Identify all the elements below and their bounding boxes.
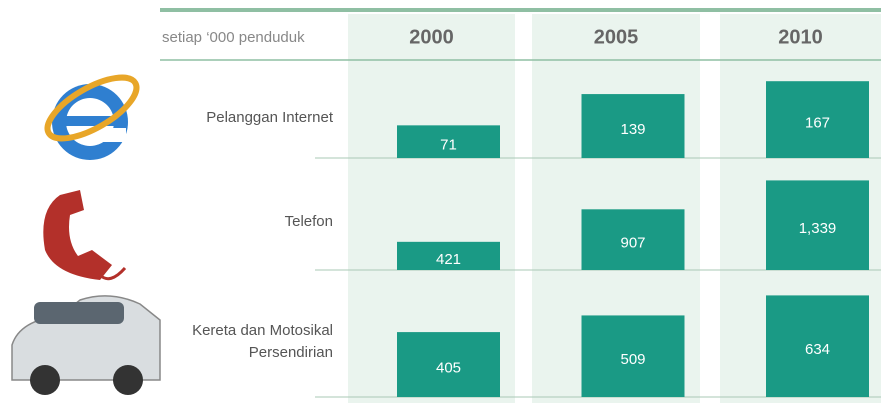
column-header: 2005: [594, 26, 639, 48]
car-icon: [11, 295, 161, 395]
bar: [397, 332, 500, 397]
bar: [581, 94, 685, 158]
unit-label: setiap ‘000 penduduk: [162, 29, 305, 46]
value-label: 1,339: [799, 220, 837, 237]
value-label: 139: [620, 121, 645, 138]
value-label: 509: [620, 351, 645, 368]
bar: [397, 125, 500, 158]
column-header: 2010: [778, 26, 823, 48]
ie-icon: [44, 74, 140, 160]
bar: [397, 241, 500, 270]
value-label: 907: [620, 235, 645, 252]
bar: [766, 295, 869, 397]
column-header: 2000: [409, 26, 454, 48]
value-label: 405: [436, 360, 461, 377]
phone-icon: [43, 190, 127, 281]
bar: [766, 180, 869, 270]
row-label: Telefon: [284, 213, 333, 230]
row-label: Kereta dan Motosikal Persendirian: [192, 321, 333, 361]
value-label: 71: [440, 137, 457, 154]
row-label: Pelanggan Internet: [206, 109, 333, 126]
bar: [581, 209, 685, 270]
value-label: 167: [805, 115, 830, 132]
value-label: 634: [805, 341, 830, 358]
bar: [766, 81, 869, 158]
bar: [581, 315, 685, 397]
value-label: 421: [436, 251, 461, 268]
